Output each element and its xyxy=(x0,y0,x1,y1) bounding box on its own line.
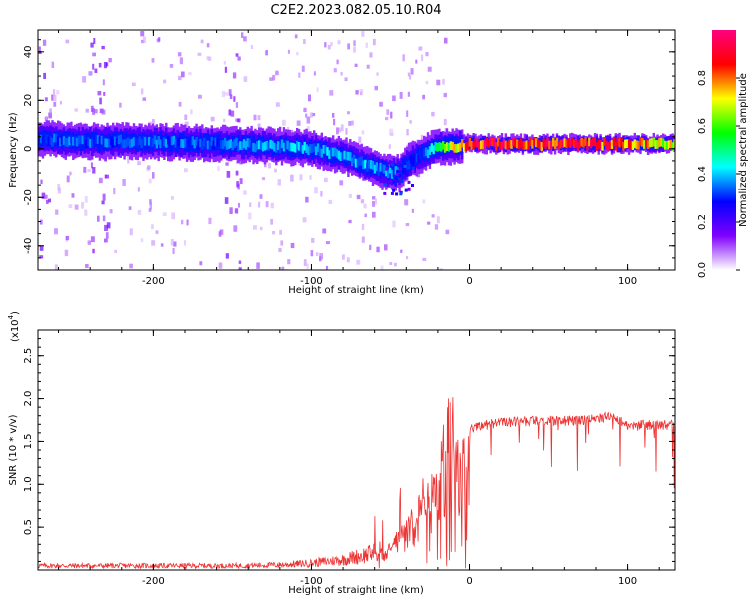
snr-y-label: SNR (10 * v/v) xyxy=(8,414,19,485)
spectrogram-y-label: Frequency (Hz) xyxy=(8,112,19,188)
colorbar-tick-label: 0.0 xyxy=(697,262,708,278)
x-tick-label: -100 xyxy=(300,276,323,287)
snr-multiplier-exp: 4 xyxy=(7,314,15,319)
spectrogram-x-label: Height of straight line (km) xyxy=(288,285,424,296)
colorbar-gradient xyxy=(712,30,736,270)
colorbar-tick-label: 0.6 xyxy=(697,118,708,134)
snr-x-ticks: -200 -100 0 100 xyxy=(58,330,660,587)
y-tick-label: 1.5 xyxy=(23,433,34,449)
colorbar-tick-label: 0.4 xyxy=(697,166,708,182)
x-tick-label: 100 xyxy=(618,276,637,287)
spectrogram-y-ticks: -40 -20 0 20 40 xyxy=(23,39,675,271)
y-tick-label: -20 xyxy=(23,189,34,205)
snr-x-label: Height of straight line (km) xyxy=(288,585,424,596)
colorbar-ticks: 0.0 0.2 0.4 0.6 0.8 xyxy=(697,70,740,278)
x-tick-label: 100 xyxy=(618,576,637,587)
y-tick-label: 0.5 xyxy=(23,519,34,535)
x-tick-label: 0 xyxy=(466,576,472,587)
colorbar-tick-label: 0.2 xyxy=(697,214,708,230)
snr-y-multiplier: (x104) xyxy=(7,311,21,342)
y-tick-label: 1.0 xyxy=(23,476,34,492)
x-tick-label: -200 xyxy=(142,276,165,287)
snr-panel: -200 -100 0 100 0.5 1.0 1.5 2.0 2.5 Height of s… xyxy=(7,311,676,596)
y-tick-label: -40 xyxy=(23,238,34,254)
x-tick-label: -100 xyxy=(300,576,323,587)
y-tick-label: 40 xyxy=(23,45,34,58)
snr-multiplier-base: (x10 xyxy=(10,319,21,342)
colorbar-label: Normalized spectral amplitude xyxy=(738,73,749,227)
x-tick-label: -200 xyxy=(142,576,165,587)
spectrogram-x-ticks: -200 -100 0 100 xyxy=(58,30,660,287)
figure-title: C2E2.2023.082.05.10.R04 xyxy=(270,3,441,18)
spectrogram-heatmap xyxy=(38,31,675,270)
y-tick-label: 0 xyxy=(23,146,34,152)
spectrogram-frame xyxy=(37,29,676,271)
snr-frame xyxy=(37,329,676,571)
svg-text:(x104): (x104) xyxy=(7,311,21,342)
y-tick-label: 20 xyxy=(23,94,34,107)
snr-y-ticks: 0.5 1.0 1.5 2.0 2.5 xyxy=(23,338,675,562)
colorbar-tick-label: 0.8 xyxy=(697,70,708,86)
y-tick-label: 2.5 xyxy=(23,348,34,364)
colorbar: 0.0 0.2 0.4 0.6 0.8 Normalized spectral ampl… xyxy=(697,30,749,278)
x-tick-label: 0 xyxy=(466,276,472,287)
y-tick-label: 2.0 xyxy=(23,391,34,407)
snr-series-line xyxy=(38,397,675,570)
